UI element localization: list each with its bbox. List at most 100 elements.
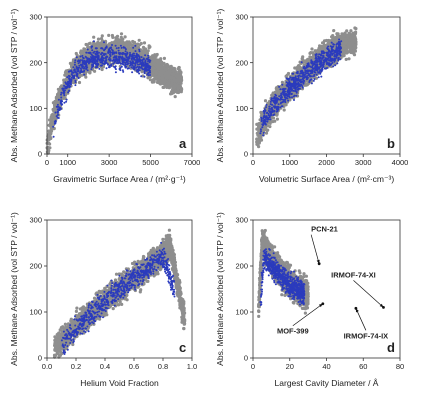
data-point xyxy=(57,117,60,119)
data-point xyxy=(119,35,123,40)
data-point xyxy=(147,56,150,59)
data-point xyxy=(80,69,83,71)
data-point xyxy=(98,51,100,54)
data-point xyxy=(130,66,133,69)
data-point xyxy=(78,60,81,63)
data-point xyxy=(124,58,127,61)
data-point xyxy=(70,69,73,72)
data-point xyxy=(110,33,114,38)
data-point xyxy=(176,79,180,83)
data-point xyxy=(83,73,86,76)
data-point xyxy=(131,71,134,74)
data-point xyxy=(122,63,125,66)
data-point xyxy=(146,76,150,80)
data-point xyxy=(108,48,111,51)
data-point xyxy=(313,49,317,53)
data-point xyxy=(117,58,120,61)
data-point xyxy=(171,69,175,73)
data-point xyxy=(135,59,138,62)
data-point xyxy=(134,63,137,65)
data-point xyxy=(56,110,59,113)
x-tick-label: 3000 xyxy=(101,158,118,167)
data-point xyxy=(103,63,106,65)
data-point xyxy=(123,35,127,39)
data-point xyxy=(100,53,103,56)
data-point xyxy=(126,41,131,45)
x-axis-title: Gravimetric Surface Area / (m²·g⁻¹) xyxy=(53,174,186,184)
data-point xyxy=(74,81,77,84)
data-point xyxy=(173,89,178,94)
data-point xyxy=(120,38,124,43)
data-point xyxy=(147,71,150,74)
data-point xyxy=(96,62,99,65)
data-point xyxy=(117,62,120,65)
data-point xyxy=(55,115,58,118)
data-point xyxy=(142,64,144,67)
data-point xyxy=(155,60,159,64)
data-point xyxy=(103,41,105,44)
data-point xyxy=(112,51,115,54)
data-point xyxy=(81,59,84,62)
data-point xyxy=(97,55,100,58)
data-point xyxy=(138,72,141,75)
data-point xyxy=(352,53,357,57)
data-point xyxy=(98,67,101,70)
data-point xyxy=(56,103,59,106)
data-point xyxy=(345,29,349,33)
data-point xyxy=(141,45,146,50)
data-point xyxy=(64,89,66,92)
data-point xyxy=(106,63,109,65)
data-point xyxy=(177,86,181,90)
x-tick-label: 1000 xyxy=(59,158,76,167)
data-point xyxy=(93,59,96,62)
data-point xyxy=(48,134,52,138)
data-point xyxy=(48,130,52,134)
data-point xyxy=(79,51,84,56)
data-point xyxy=(156,78,160,82)
data-point xyxy=(255,122,259,126)
data-point xyxy=(144,54,147,57)
data-point xyxy=(335,32,339,36)
data-point xyxy=(145,62,148,65)
data-point xyxy=(90,46,93,49)
data-point xyxy=(108,56,111,59)
data-point xyxy=(74,61,76,64)
data-point xyxy=(117,46,120,49)
data-point xyxy=(170,81,174,85)
data-point xyxy=(90,68,93,71)
data-point xyxy=(118,53,121,56)
data-point xyxy=(115,51,118,54)
data-point xyxy=(133,58,136,61)
data-point xyxy=(171,84,175,88)
data-point xyxy=(101,55,104,58)
data-point xyxy=(137,38,141,42)
data-point xyxy=(72,71,75,74)
data-point xyxy=(64,87,67,89)
data-point xyxy=(93,50,96,53)
data-point xyxy=(81,70,84,73)
data-point xyxy=(62,78,66,82)
data-point xyxy=(52,125,55,128)
data-point xyxy=(122,46,125,49)
data-point xyxy=(159,57,163,61)
data-point xyxy=(81,54,84,57)
data-point xyxy=(271,91,275,95)
data-point xyxy=(66,76,69,79)
data-point xyxy=(144,65,147,68)
data-point xyxy=(121,60,124,63)
data-point xyxy=(119,44,122,47)
data-point xyxy=(120,56,123,59)
data-point xyxy=(88,41,92,45)
data-point xyxy=(81,63,84,66)
data-point xyxy=(135,69,138,72)
data-point xyxy=(112,59,115,62)
data-point xyxy=(143,75,146,78)
data-point xyxy=(57,105,60,108)
data-point xyxy=(85,65,88,67)
data-point xyxy=(84,75,88,79)
data-point xyxy=(109,59,111,62)
data-point xyxy=(77,80,82,85)
data-point xyxy=(153,57,157,62)
data-point xyxy=(57,98,60,101)
